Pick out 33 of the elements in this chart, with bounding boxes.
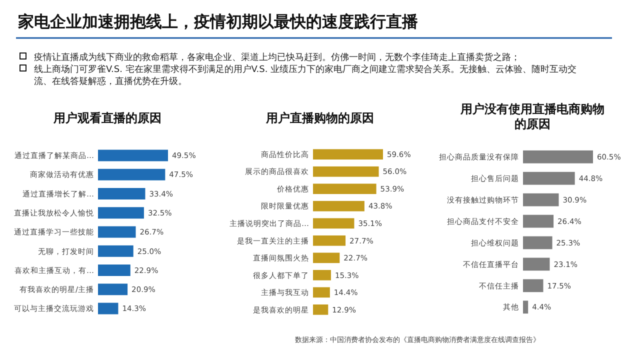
bar [313, 270, 331, 280]
bar [523, 193, 559, 206]
bar [523, 300, 528, 314]
text: 家电企业加速拥抱线上，疫情初期以最快的速度践行直播 [17, 12, 419, 31]
bar [523, 150, 593, 164]
bar [523, 279, 544, 292]
bar [98, 207, 144, 219]
bar [313, 235, 346, 246]
bar [523, 214, 554, 228]
chart-title: 用户直播购物的原因 [265, 111, 374, 125]
text: 疫情让直播成为线下商业的救命稻草，各家电企业、渠道上均已快马赶到。仿佛一时间，无数个李佳琦走上直播卖货之路； [34, 52, 520, 63]
bar [98, 188, 146, 200]
bar [313, 200, 364, 212]
bar [313, 166, 379, 177]
bar [98, 245, 134, 257]
bar [98, 226, 136, 238]
bar [98, 264, 130, 276]
bar [313, 149, 383, 160]
chart-title: 用户观看直播的原因 [52, 111, 162, 125]
bar [98, 150, 168, 162]
bar [523, 236, 552, 250]
bar [98, 168, 166, 180]
bar [523, 258, 550, 271]
chart-title: 用户没有使用直播电商购物的原因 [460, 102, 604, 131]
text: 线上商场门可罗雀V.S. 宅在家里需求得不到满足的用户V.S. 业绩压力下的家电厂商之间建立需求契合关系。无接触、云体验、随时互动交流、在线答疑解惑，直播优势在升级。 [34, 64, 577, 87]
bar [313, 218, 354, 229]
bar [313, 287, 330, 298]
bar [313, 184, 376, 194]
bar [313, 304, 328, 315]
bar [523, 172, 575, 185]
bar [98, 302, 118, 314]
bar [313, 252, 340, 264]
bar [98, 284, 128, 296]
